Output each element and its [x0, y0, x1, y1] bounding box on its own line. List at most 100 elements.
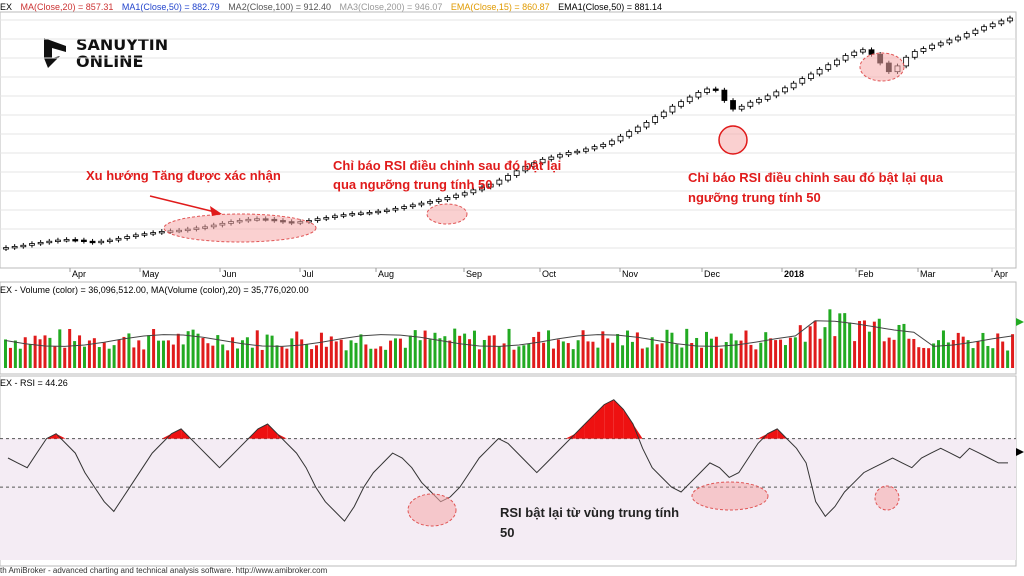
volume-bar: [788, 337, 792, 368]
price-candle-body: [764, 95, 771, 100]
price-candle-body: [626, 131, 633, 137]
volume-bar: [709, 338, 713, 368]
volume-bar: [527, 343, 531, 368]
volume-bar: [828, 309, 832, 368]
legend-ma50: MA1(Close,50) = 882.79: [121, 2, 220, 12]
price-candle-body: [11, 246, 18, 249]
volume-bar: [152, 329, 156, 368]
volume-bar: [453, 328, 457, 368]
price-candle-body: [444, 197, 451, 201]
price-candle-body: [106, 239, 113, 242]
month-label: Apr: [72, 269, 86, 279]
price-candle-body: [513, 170, 520, 176]
volume-bar: [157, 340, 161, 368]
volume-bar: [887, 337, 891, 368]
price-candle-body: [548, 156, 555, 160]
volume-bar: [996, 333, 1000, 368]
price-candle-body: [634, 126, 641, 133]
volume-bar: [463, 333, 467, 368]
footer: th AmiBroker - advanced charting and tec…: [0, 566, 328, 575]
volume-bar: [670, 332, 674, 368]
price-candle-body: [522, 165, 529, 172]
legend-ma20: MA(Close,20) = 857.31: [20, 2, 114, 12]
price-candle-body: [851, 51, 858, 56]
volume-bar: [438, 338, 442, 368]
volume-bar: [201, 338, 205, 368]
volume-bar: [991, 348, 995, 368]
volume-bar: [591, 341, 595, 368]
price-candle-body: [89, 240, 96, 244]
volume-bar: [576, 340, 580, 368]
volume-bar: [561, 341, 565, 368]
volume-bar: [142, 349, 146, 368]
rsi-highlight-ellipse: [874, 485, 900, 511]
volume-bar: [695, 337, 699, 368]
volume-bar: [285, 348, 289, 368]
month-label: Feb: [858, 269, 874, 279]
volume-bar: [73, 341, 77, 368]
price-candle-body: [470, 189, 477, 194]
price-highlight-ellipse: [163, 213, 317, 243]
price-candle-body: [150, 232, 157, 235]
volume-bar: [867, 331, 871, 368]
month-label: Oct: [542, 269, 557, 279]
rsi-overbought-fill: [584, 414, 595, 439]
volume-bar: [764, 332, 768, 368]
volume-bar: [433, 332, 437, 368]
volume-bar: [216, 335, 220, 368]
rsi-overbought-fill: [171, 428, 182, 439]
price-candle-body: [747, 101, 754, 107]
volume-bar: [1006, 350, 1010, 368]
uptrend-arrow-line: [149, 195, 216, 213]
volume-bar: [507, 328, 511, 368]
volume-bar: [729, 333, 733, 368]
volume-bar: [226, 350, 230, 368]
rsi-overbought-fill: [161, 433, 172, 439]
volume-bar: [922, 347, 926, 368]
rsi-overbought-fill: [613, 399, 624, 439]
volume-bar: [398, 338, 402, 368]
volume-bar: [117, 339, 121, 368]
volume-bar: [295, 331, 299, 368]
volume-bar: [537, 331, 541, 368]
price-candle-body: [911, 51, 918, 58]
volume-bar: [783, 345, 787, 368]
panel-frame-1: [0, 281, 1017, 375]
volume-ma-line: [5, 320, 1013, 347]
volume-bar: [655, 344, 659, 368]
volume-bar: [171, 344, 175, 368]
price-candle-body: [453, 194, 459, 198]
price-candle-body: [340, 214, 347, 217]
volume-bar: [78, 335, 82, 368]
volume-bar: [359, 334, 363, 368]
rsi-overbought-fill: [565, 433, 576, 439]
month-label: Jun: [222, 269, 237, 279]
volume-bar: [616, 334, 620, 368]
volume-bar: [724, 342, 728, 368]
price-candle-body: [487, 183, 494, 188]
volume-bar: [542, 342, 546, 368]
volume-bar: [571, 349, 575, 368]
price-candle-body: [331, 215, 338, 218]
volume-bar: [917, 347, 921, 368]
price-legend: EX MA(Close,20) = 857.31 MA1(Close,50) =…: [0, 2, 668, 12]
volume-bar: [221, 344, 225, 368]
price-candle-body: [1007, 17, 1013, 22]
price-candle-body: [756, 98, 762, 103]
volume-bar: [482, 339, 486, 368]
volume-bar: [206, 343, 210, 368]
volume-bar: [640, 348, 644, 368]
price-candle-body: [608, 140, 615, 145]
price-candle-body: [963, 33, 970, 38]
volume-bar: [862, 320, 866, 368]
price-candle-body: [929, 44, 936, 50]
volume-bar: [517, 346, 521, 368]
volume-bar: [522, 345, 526, 368]
volume-bar: [833, 336, 837, 368]
price-candle-body: [323, 217, 330, 220]
price-candle-body: [496, 179, 503, 185]
price-candle-body: [37, 241, 44, 245]
volume-bar: [759, 342, 763, 368]
price-candle-body: [790, 82, 797, 89]
volume-bar: [329, 336, 333, 368]
